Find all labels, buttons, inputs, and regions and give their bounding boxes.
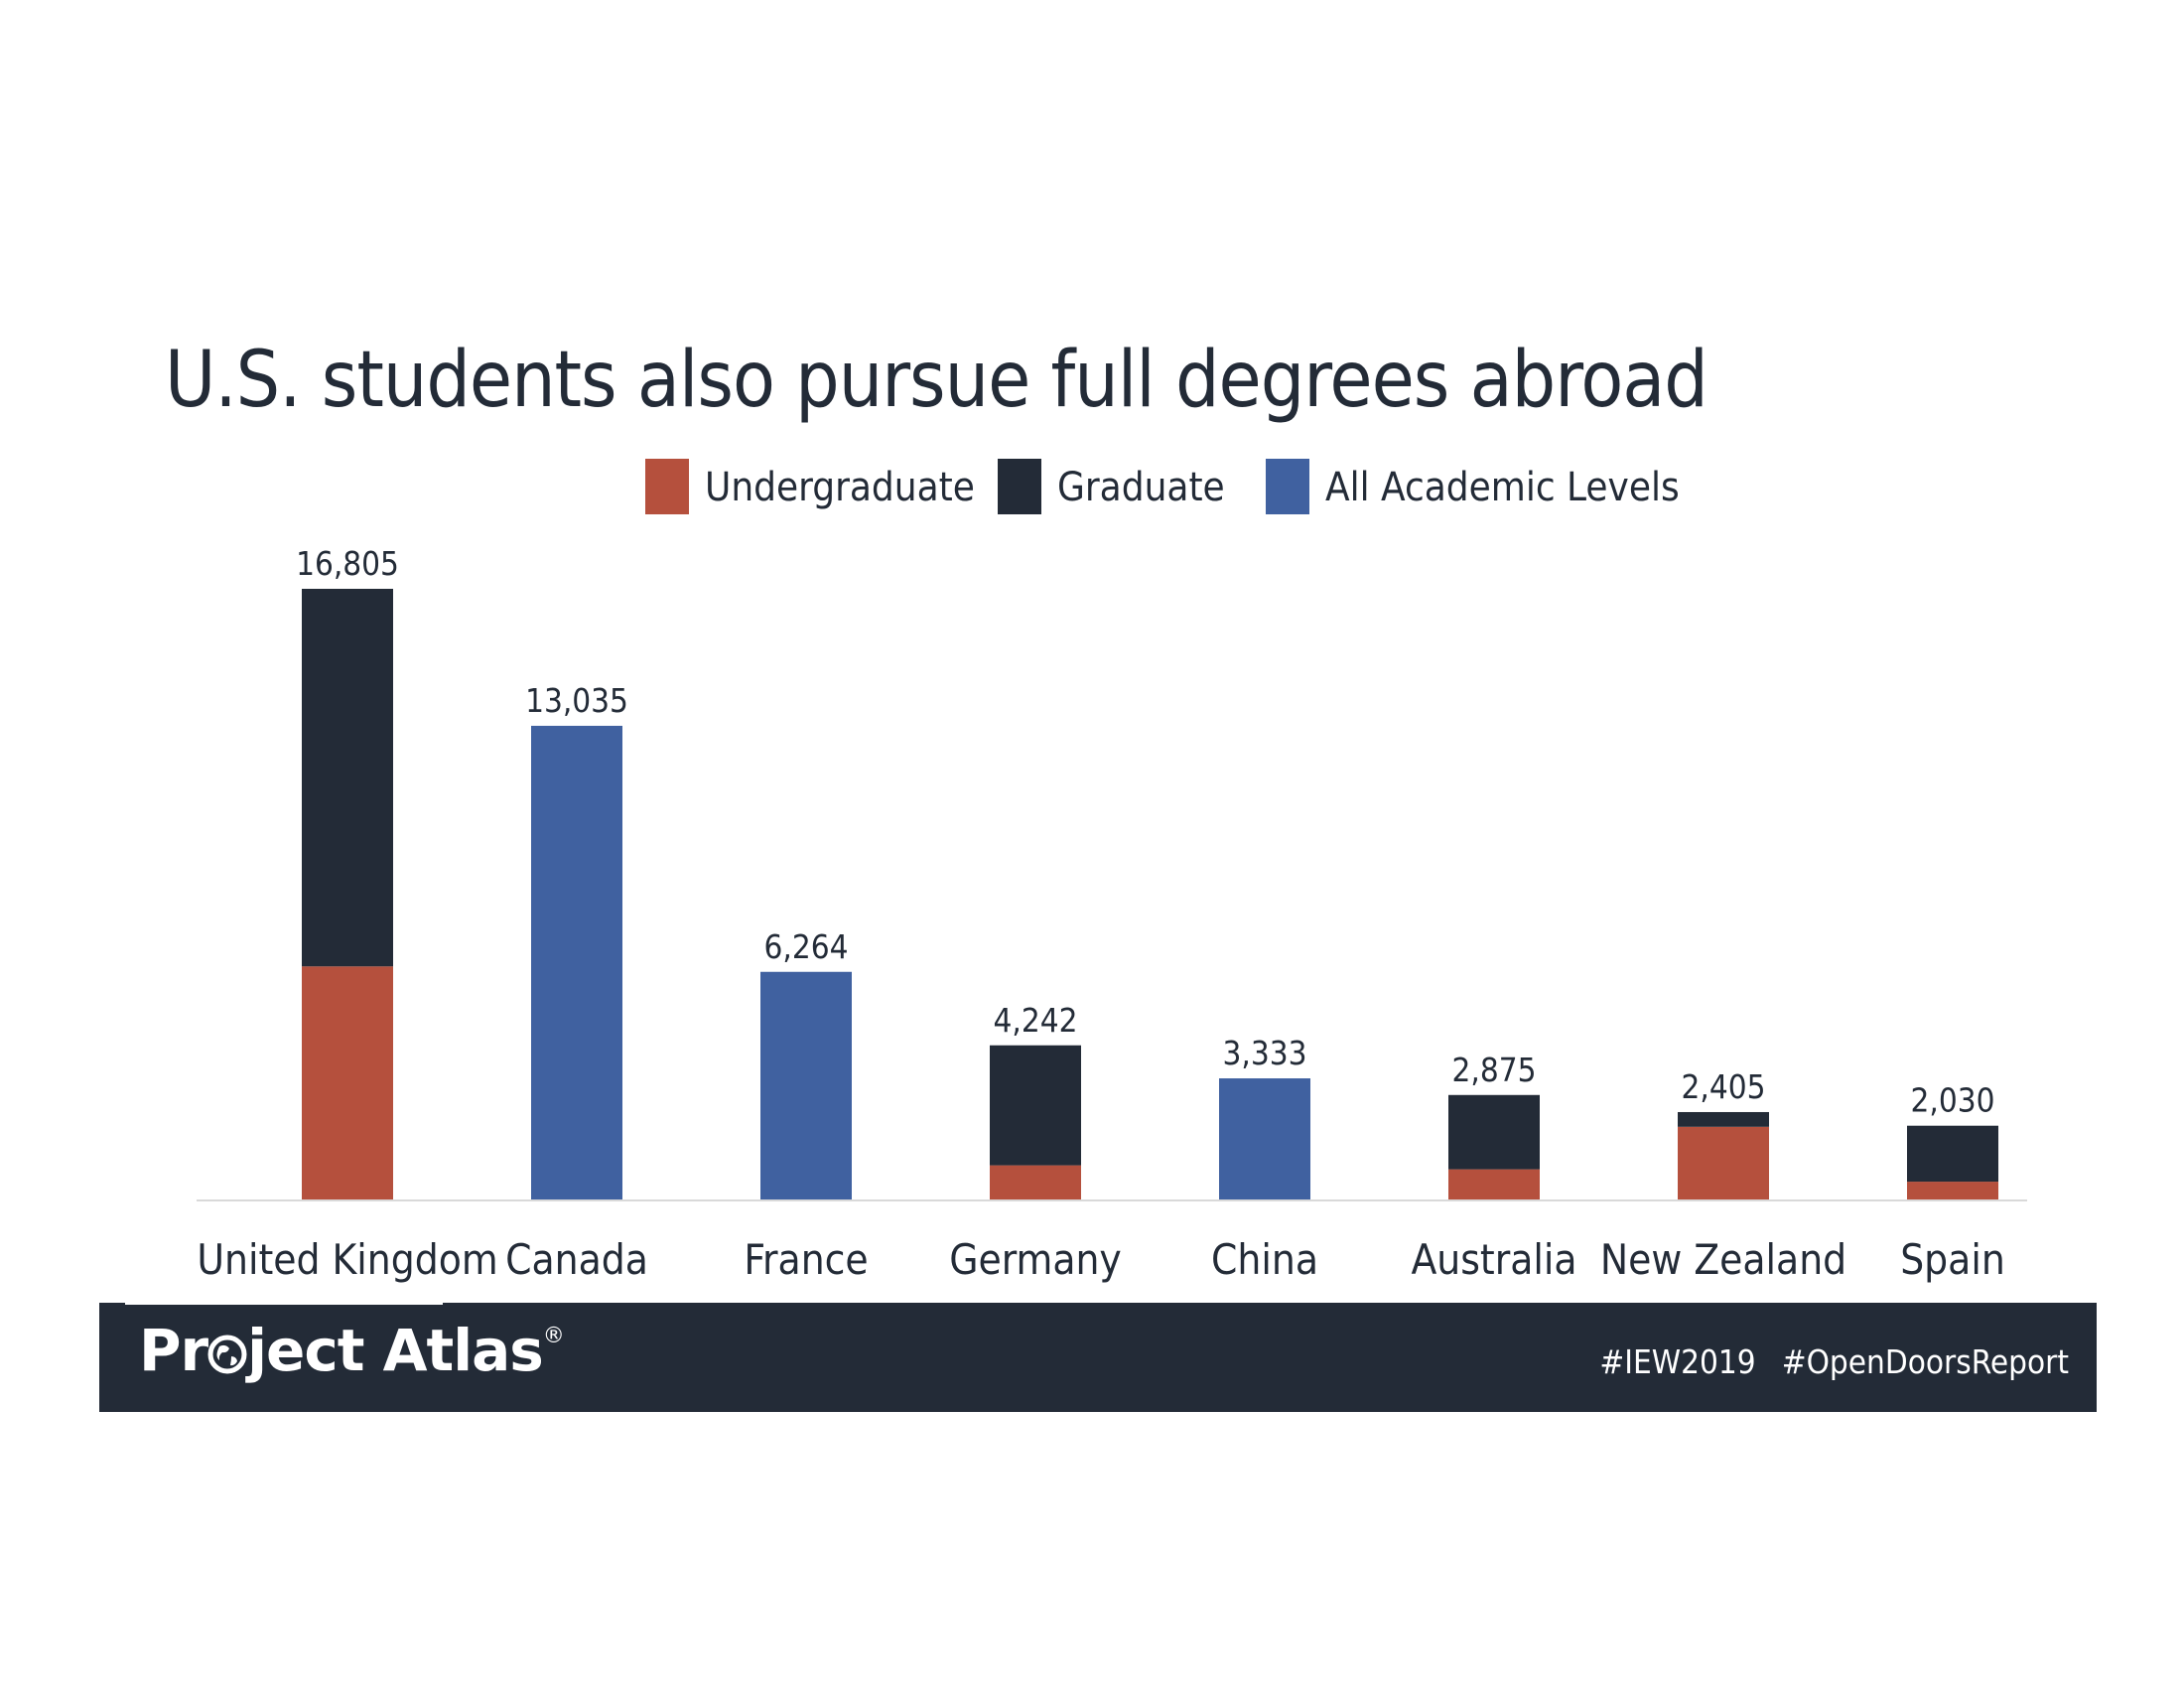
bar-australia-undergraduate (1448, 1169, 1540, 1199)
value-label-spain: 2,030 (1911, 1081, 1995, 1120)
value-label-australia: 2,875 (1452, 1051, 1537, 1089)
value-label-united-kingdom: 16,805 (296, 544, 399, 583)
bar-united-kingdom-undergraduate (302, 966, 393, 1199)
hashtag-iew[interactable]: #IEW2019 (1599, 1342, 1756, 1381)
chart-title: U.S. students also pursue full degrees a… (165, 336, 1708, 425)
bar-france-all-academic-levels (760, 971, 852, 1199)
logo-text-start: Pr (139, 1317, 208, 1384)
category-label-germany: Germany (949, 1235, 1122, 1284)
bar-new-zealand-graduate (1678, 1111, 1769, 1127)
bar-australia-graduate (1448, 1094, 1540, 1170)
globe-icon (207, 1323, 247, 1390)
bar-china-all-academic-levels (1219, 1078, 1310, 1199)
footer-bar: Pr ject Atlas® #IEW2019 #OpenDoorsReport (99, 1303, 2097, 1412)
value-label-china: 3,333 (1223, 1034, 1307, 1072)
hashtags: #IEW2019 #OpenDoorsReport (1599, 1342, 2069, 1381)
category-label-spain: Spain (1900, 1235, 2005, 1284)
value-label-france: 6,264 (764, 927, 849, 966)
legend-label-all-levels: All Academic Levels (1325, 465, 1680, 510)
logo-text-end: ject Atlas (247, 1317, 544, 1384)
value-label-germany: 4,242 (994, 1001, 1078, 1040)
category-label-china: China (1211, 1235, 1318, 1284)
category-label-canada: Canada (505, 1235, 648, 1284)
legend-label-undergraduate: Undergraduate (705, 465, 975, 510)
legend-swatch-graduate (998, 459, 1041, 514)
bar-germany-undergraduate (990, 1165, 1081, 1199)
bar-germany-graduate (990, 1045, 1081, 1166)
value-label-canada: 13,035 (525, 681, 628, 720)
project-atlas-logo: Pr ject Atlas® (139, 1317, 565, 1390)
category-label-france: France (744, 1235, 868, 1284)
value-label-new-zealand: 2,405 (1682, 1067, 1766, 1106)
hashtag-opendoors[interactable]: #OpenDoorsReport (1781, 1342, 2069, 1381)
category-label-australia: Australia (1411, 1235, 1576, 1284)
legend-swatch-all-levels (1266, 459, 1309, 514)
bar-canada-all-academic-levels (531, 725, 622, 1199)
category-label-united-kingdom: United Kingdom (197, 1235, 497, 1284)
registered-mark: ® (542, 1324, 565, 1348)
category-label-new-zealand: New Zealand (1600, 1235, 1846, 1284)
footer-divider (125, 1303, 443, 1305)
bar-spain-undergraduate (1907, 1182, 1998, 1199)
bar-united-kingdom-graduate (302, 589, 393, 967)
bar-new-zealand-undergraduate (1678, 1126, 1769, 1199)
legend-swatch-undergraduate (645, 459, 689, 514)
bar-spain-graduate (1907, 1125, 1998, 1183)
legend-label-graduate: Graduate (1057, 465, 1225, 510)
